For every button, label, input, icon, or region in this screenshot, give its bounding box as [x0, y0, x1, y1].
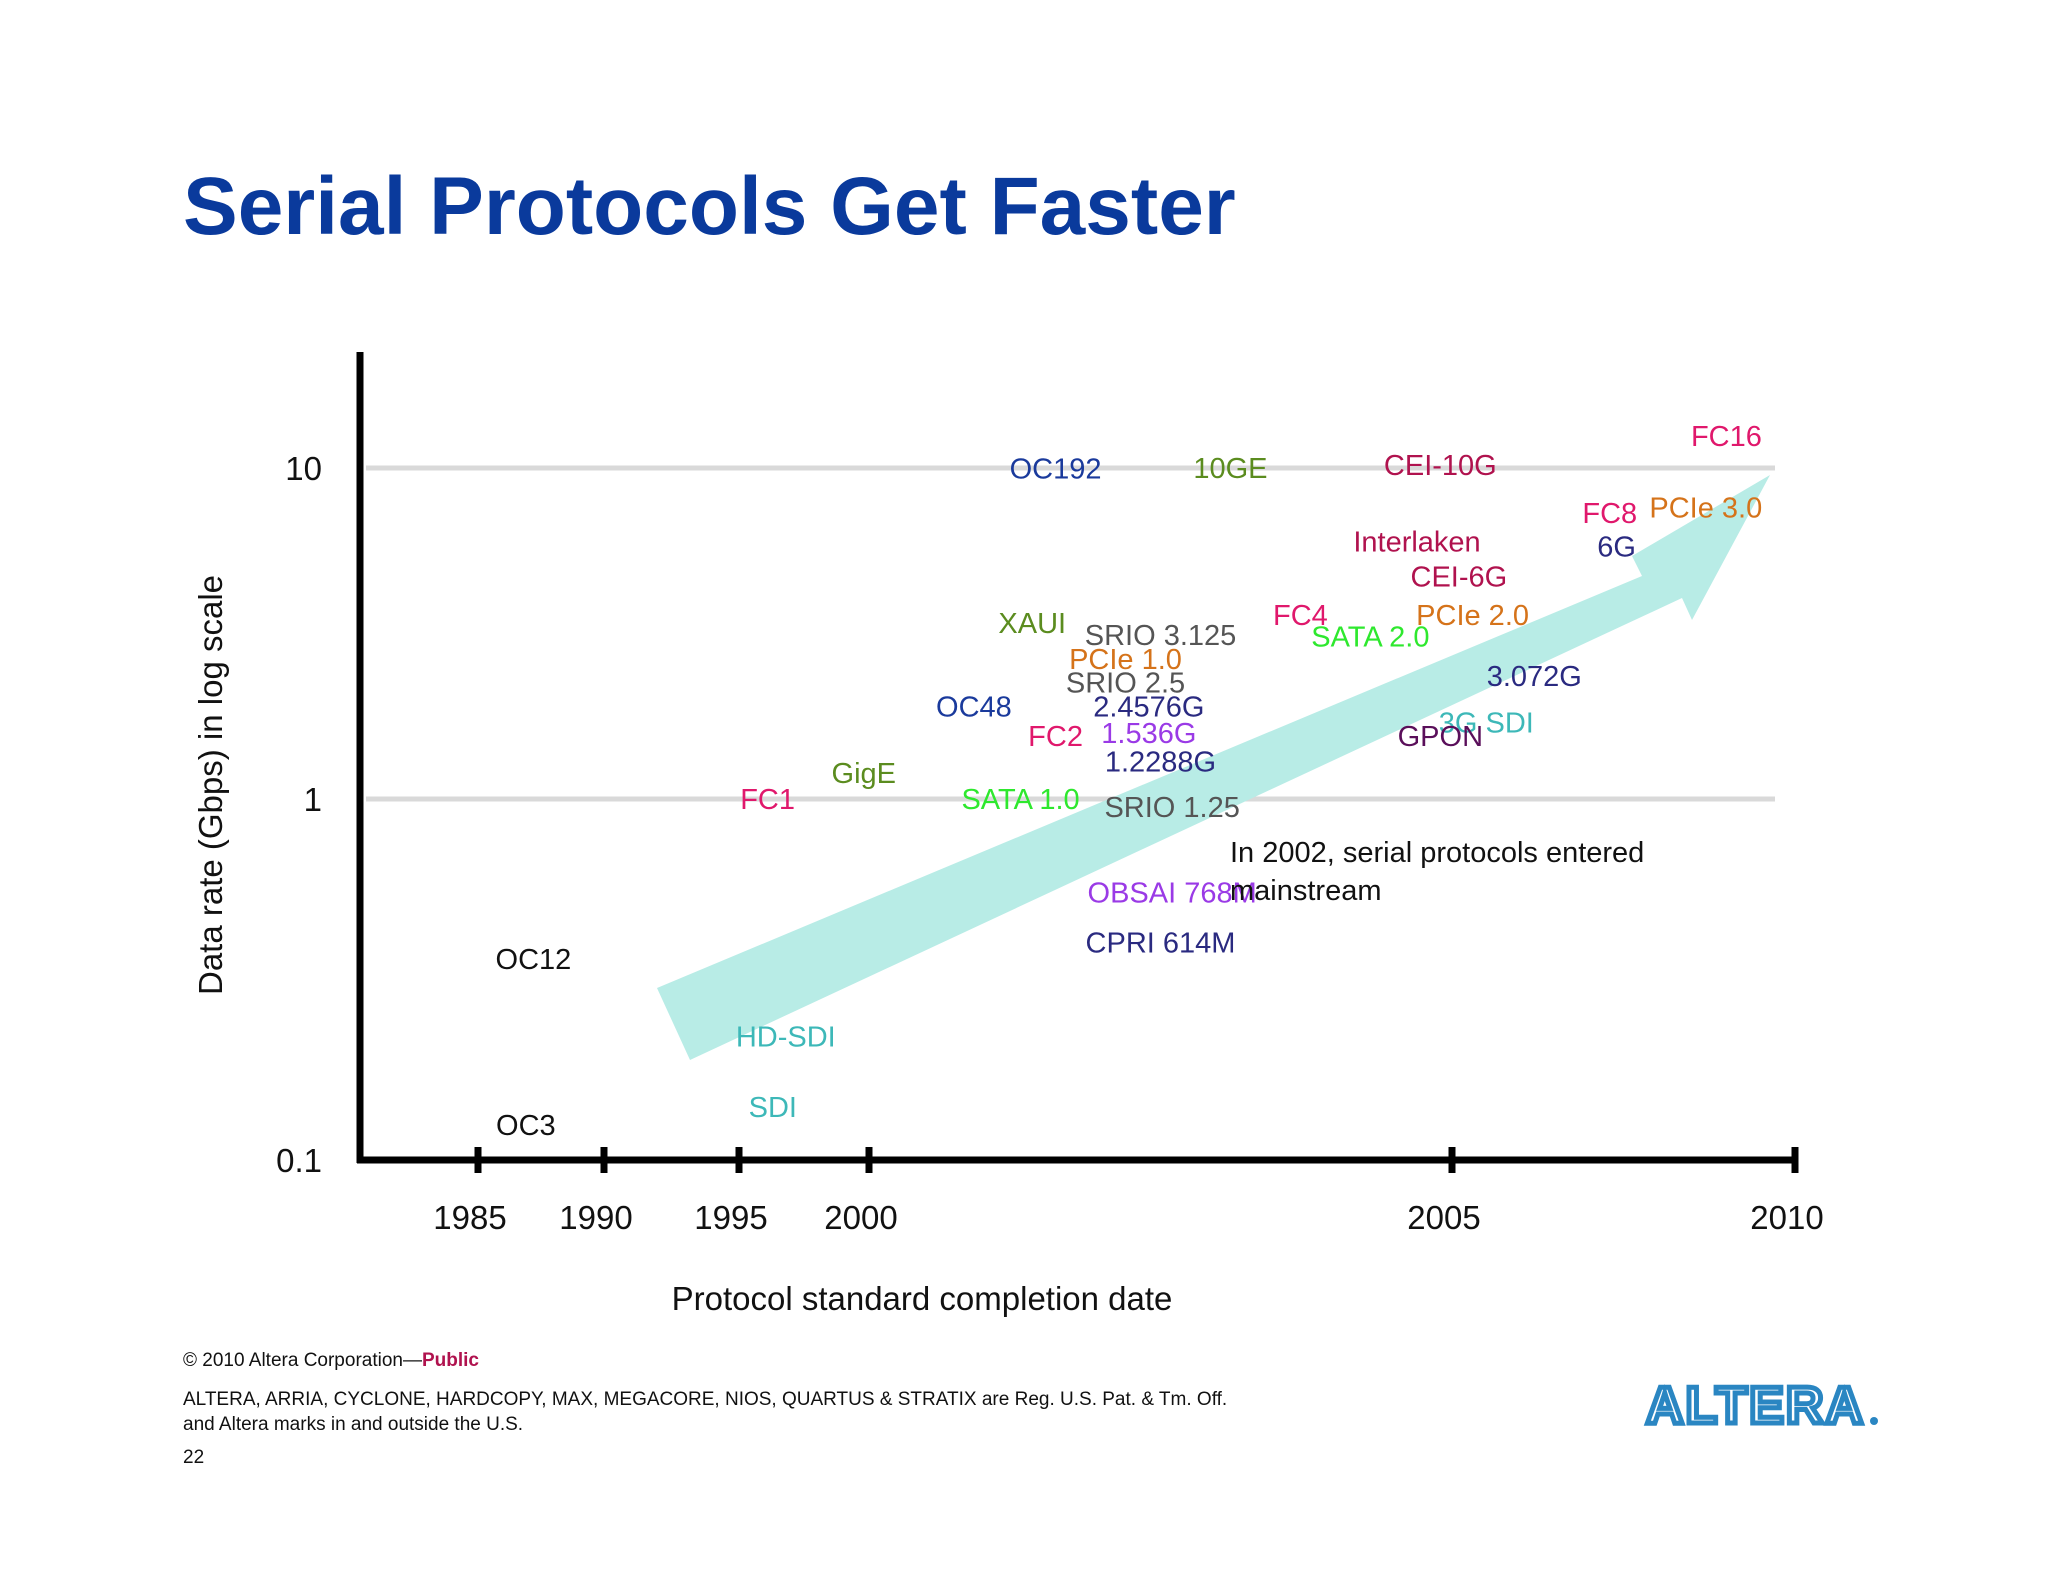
chart: 1985 1990 1995 2000 2005 2010 0.1 1 10 FC16 OC192… — [192, 352, 1824, 1317]
annotation-line-1: In 2002, serial protocols entered — [1230, 837, 1644, 869]
x-tick-label-1995: 1995 — [694, 1199, 767, 1236]
data-label-oc3: OC3 — [496, 1110, 556, 1142]
public-label: Public — [421, 1350, 479, 1371]
data-label-srio-2-5: SRIO 2.5 — [1066, 667, 1185, 699]
y-tick-label-1: 1 — [304, 781, 322, 818]
trademark-line-1: ALTERA, ARRIA, CYCLONE, HARDCOPY, MAX, M… — [183, 1389, 1228, 1410]
data-label-xaui: XAUI — [998, 608, 1066, 640]
data-label-6g: 6G — [1597, 531, 1636, 563]
data-labels: FC16 OC192 10GE CEI-10G FC8 PCIe 3.0 Interlake… — [496, 421, 1763, 1142]
data-label-1-2288g: 1.2288G — [1105, 746, 1216, 778]
tick-labels: 1985 1990 1995 2000 2005 2010 0.1 1 10 — [276, 450, 1824, 1236]
data-label-fc2: FC2 — [1028, 721, 1083, 753]
y-tick-label-0.1: 0.1 — [276, 1142, 322, 1179]
data-label-hd-sdi: HD-SDI — [736, 1021, 836, 1053]
data-label-srio-3-125: SRIO 3.125 — [1085, 620, 1237, 652]
data-label-pcie-1-0: PCIe 1.0 — [1069, 644, 1182, 676]
x-tick-label-1990: 1990 — [559, 1199, 632, 1236]
data-label-cpri-614m: CPRI 614M — [1086, 928, 1236, 960]
data-label-gpon: GPON — [1398, 721, 1483, 753]
trademark-notice: ALTERA, ARRIA, CYCLONE, HARDCOPY, MAX, M… — [183, 1387, 1227, 1437]
data-label-pcie-3-0: PCIe 3.0 — [1649, 492, 1762, 524]
data-label-interlaken: Interlaken — [1353, 526, 1480, 558]
x-tick-label-2005: 2005 — [1407, 1199, 1480, 1236]
y-axis-title: Data rate (Gbps) in log scale — [192, 575, 229, 995]
data-label-oc48: OC48 — [936, 692, 1012, 724]
data-label-sdi: SDI — [749, 1092, 797, 1124]
data-label-fc16: FC16 — [1691, 421, 1762, 453]
logo-wordmark: ALTERA — [1646, 1377, 1865, 1435]
data-label-sata-2-0: SATA 2.0 — [1311, 621, 1429, 653]
data-label-10ge: 10GE — [1193, 453, 1267, 485]
data-label-3g-sdi: 3G SDI — [1439, 708, 1534, 740]
data-label-2-4576g: 2.4576G — [1093, 692, 1204, 724]
copyright-notice: © 2010 Altera Corporation—Public — [183, 1350, 479, 1372]
data-label-sata-1-0: SATA 1.0 — [961, 784, 1079, 816]
annotation-line-2: mainstream — [1230, 875, 1382, 907]
x-axis-title: Protocol standard completion date — [672, 1280, 1173, 1317]
data-label-gige: GigE — [832, 758, 896, 790]
data-label-pcie-2-0: PCIe 2.0 — [1416, 600, 1529, 632]
data-label-oc192: OC192 — [1010, 454, 1102, 486]
data-label-srio-1-25: SRIO 1.25 — [1104, 792, 1239, 824]
axes — [356, 352, 1798, 1164]
page-number: 22 — [183, 1447, 205, 1468]
gridlines — [366, 465, 1775, 802]
x-tick-label-2000: 2000 — [824, 1199, 897, 1236]
logo-dot — [1870, 1417, 1878, 1425]
data-label-fc1: FC1 — [740, 784, 795, 816]
data-label-obsai-768m: OBSAI 768M — [1088, 878, 1257, 910]
data-label-cei-6g: CEI-6G — [1411, 562, 1508, 594]
y-tick-label-10: 10 — [285, 450, 322, 487]
data-label-fc4: FC4 — [1273, 600, 1328, 632]
x-tick-label-1985: 1985 — [433, 1199, 506, 1236]
data-label-cei-10g: CEI-10G — [1384, 450, 1497, 482]
trademark-line-2: and Altera marks in and outside the U.S. — [183, 1414, 524, 1435]
altera-logo: ALTERA — [1644, 1375, 1878, 1435]
copyright-text: © 2010 Altera Corporation— — [183, 1350, 422, 1371]
data-label-fc8: FC8 — [1582, 498, 1637, 530]
data-label-oc12: OC12 — [496, 944, 572, 976]
x-tick-label-2010: 2010 — [1750, 1199, 1823, 1236]
data-label-3-072g: 3.072G — [1487, 661, 1582, 693]
trend-arrow — [657, 475, 1770, 1060]
data-label-1-536g: 1.536G — [1101, 718, 1196, 750]
slide-title: Serial Protocols Get Faster — [183, 161, 1236, 252]
